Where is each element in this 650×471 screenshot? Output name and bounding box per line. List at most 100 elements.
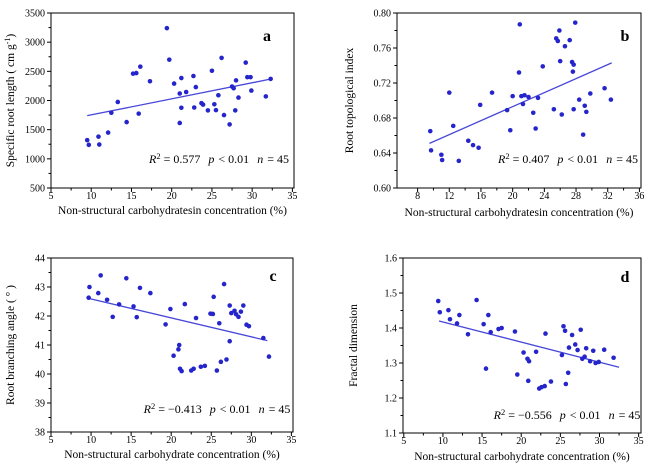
data-point bbox=[191, 73, 196, 79]
data-point bbox=[474, 297, 479, 303]
data-point bbox=[590, 348, 596, 354]
data-point bbox=[261, 335, 266, 341]
data-point bbox=[533, 126, 538, 131]
x-tick-label: 20 bbox=[508, 191, 518, 202]
data-point bbox=[246, 323, 252, 329]
y-tick-label: 0.68 bbox=[374, 114, 392, 125]
data-point bbox=[543, 331, 548, 336]
data-point bbox=[227, 122, 232, 127]
data-point bbox=[214, 368, 220, 373]
data-point bbox=[115, 99, 121, 105]
y-tick-label: 43 bbox=[35, 283, 45, 294]
data-point bbox=[95, 290, 101, 296]
data-point bbox=[542, 383, 548, 389]
y-axis-label: Root branching angle ( ° ) bbox=[5, 285, 17, 405]
data-point bbox=[243, 60, 249, 65]
data-point bbox=[198, 364, 204, 370]
x-tick-label: 5 bbox=[401, 436, 406, 447]
data-point bbox=[566, 345, 572, 350]
data-point bbox=[236, 95, 241, 100]
data-point bbox=[227, 303, 232, 308]
x-axis-label: Non-structural carbohydrate concentratio… bbox=[64, 449, 280, 461]
data-point bbox=[520, 101, 526, 107]
data-point bbox=[86, 295, 91, 301]
y-tick-label: 0.76 bbox=[374, 44, 392, 55]
x-tick-label: 8 bbox=[415, 191, 420, 202]
data-point bbox=[481, 321, 486, 327]
data-point bbox=[533, 349, 539, 355]
x-tick-label: 10 bbox=[86, 191, 96, 202]
y-tick-label: 2500 bbox=[25, 67, 45, 78]
data-point bbox=[177, 91, 183, 96]
data-point bbox=[171, 81, 177, 86]
y-tick-label: 0.72 bbox=[374, 79, 392, 90]
data-point bbox=[571, 62, 576, 67]
data-point bbox=[465, 138, 471, 144]
data-point bbox=[572, 342, 578, 347]
x-tick-label: 5 bbox=[49, 435, 54, 446]
y-tick-label: 2000 bbox=[25, 96, 45, 107]
stats-annotation: R2 = 0.407 p < 0.01 n = 45 bbox=[497, 151, 638, 166]
data-point bbox=[517, 22, 523, 27]
x-tick-label: 20 bbox=[166, 435, 176, 446]
panel-background bbox=[325, 235, 650, 471]
data-point bbox=[454, 321, 460, 326]
data-point bbox=[105, 130, 111, 135]
y-axis-label: Root topological index bbox=[344, 48, 356, 154]
data-point bbox=[563, 381, 569, 387]
data-point bbox=[266, 354, 272, 359]
y-tick-label: 1.1 bbox=[385, 429, 398, 440]
data-point bbox=[447, 316, 453, 322]
data-point bbox=[238, 309, 244, 314]
data-point bbox=[216, 320, 222, 326]
data-point bbox=[516, 70, 522, 75]
scatter-plot-c: 5 10 15 20 25 30 35 38 39 40 41 42 43 44 Non-structura… bbox=[0, 235, 325, 471]
y-tick-label: 38 bbox=[35, 428, 45, 439]
data-point bbox=[512, 329, 518, 334]
data-point bbox=[200, 102, 206, 107]
x-tick-label: 10 bbox=[438, 436, 448, 447]
data-point bbox=[450, 123, 456, 129]
y-tick-label: 39 bbox=[35, 399, 45, 410]
data-point bbox=[476, 145, 481, 151]
x-tick-label: 25 bbox=[555, 436, 565, 447]
data-point bbox=[138, 64, 143, 69]
data-point bbox=[263, 94, 269, 99]
data-point bbox=[171, 353, 176, 359]
data-point bbox=[96, 134, 101, 139]
data-point bbox=[569, 332, 575, 338]
y-tick-label: 500 bbox=[30, 184, 45, 195]
data-point bbox=[164, 25, 170, 31]
x-tick-label: 32 bbox=[603, 191, 613, 202]
stats-annotation: R2 = −0.413 p < 0.01 n = 45 bbox=[143, 401, 291, 416]
data-point bbox=[559, 352, 565, 358]
data-point bbox=[526, 358, 532, 364]
data-point bbox=[202, 363, 208, 369]
data-point bbox=[147, 78, 153, 84]
data-point bbox=[232, 308, 237, 314]
data-point bbox=[179, 105, 184, 111]
data-point bbox=[428, 148, 434, 153]
data-point bbox=[236, 314, 241, 320]
data-point bbox=[611, 355, 616, 361]
data-point bbox=[210, 311, 216, 317]
y-tick-label: 0.80 bbox=[374, 9, 392, 20]
scatter-plot-d: 5 10 15 20 25 30 35 1.1 1.2 1.3 1.4 1.5 1.6 Non-struc… bbox=[325, 235, 650, 471]
y-tick-label: 44 bbox=[35, 254, 45, 265]
x-tick-label: 15 bbox=[126, 191, 136, 202]
data-point bbox=[176, 342, 182, 348]
data-point bbox=[483, 366, 489, 371]
data-point bbox=[176, 347, 181, 352]
data-point bbox=[213, 107, 219, 113]
data-point bbox=[439, 152, 444, 158]
data-point bbox=[84, 137, 90, 143]
data-point bbox=[477, 102, 483, 108]
x-axis-label: Non-structural carbohydratesin concentra… bbox=[58, 205, 287, 217]
data-point bbox=[559, 112, 565, 117]
data-point bbox=[571, 106, 576, 112]
data-point bbox=[540, 64, 546, 69]
data-point bbox=[578, 327, 584, 333]
panel-a-specific-root-length: 5 10 15 20 25 30 35 500 1000 1500 2000 2500 3000 3500… bbox=[0, 0, 325, 240]
data-point bbox=[249, 88, 254, 93]
